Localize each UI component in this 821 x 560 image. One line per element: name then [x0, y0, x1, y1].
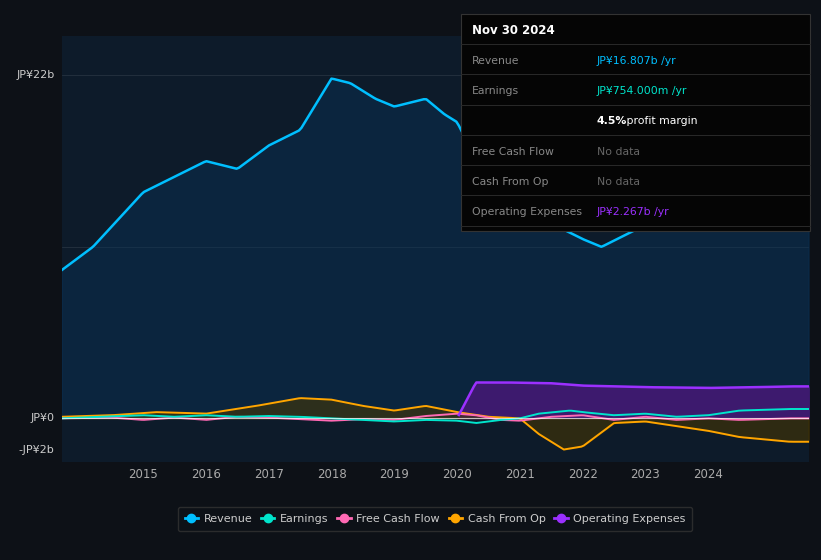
Text: No data: No data	[597, 147, 640, 157]
Text: profit margin: profit margin	[623, 116, 698, 127]
Text: Cash From Op: Cash From Op	[472, 177, 548, 187]
Text: JP¥22b: JP¥22b	[16, 71, 55, 81]
Text: Revenue: Revenue	[472, 56, 520, 66]
Text: Earnings: Earnings	[472, 86, 519, 96]
Text: JP¥0: JP¥0	[30, 413, 55, 423]
Legend: Revenue, Earnings, Free Cash Flow, Cash From Op, Operating Expenses: Revenue, Earnings, Free Cash Flow, Cash …	[178, 507, 692, 531]
Text: -JP¥2b: -JP¥2b	[19, 445, 55, 455]
Text: Free Cash Flow: Free Cash Flow	[472, 147, 554, 157]
Text: Operating Expenses: Operating Expenses	[472, 207, 582, 217]
Text: JP¥16.807b /yr: JP¥16.807b /yr	[597, 56, 677, 66]
Text: No data: No data	[597, 177, 640, 187]
Text: JP¥754.000m /yr: JP¥754.000m /yr	[597, 86, 687, 96]
Text: 4.5%: 4.5%	[597, 116, 627, 127]
Text: Nov 30 2024: Nov 30 2024	[472, 24, 555, 36]
Text: JP¥2.267b /yr: JP¥2.267b /yr	[597, 207, 669, 217]
